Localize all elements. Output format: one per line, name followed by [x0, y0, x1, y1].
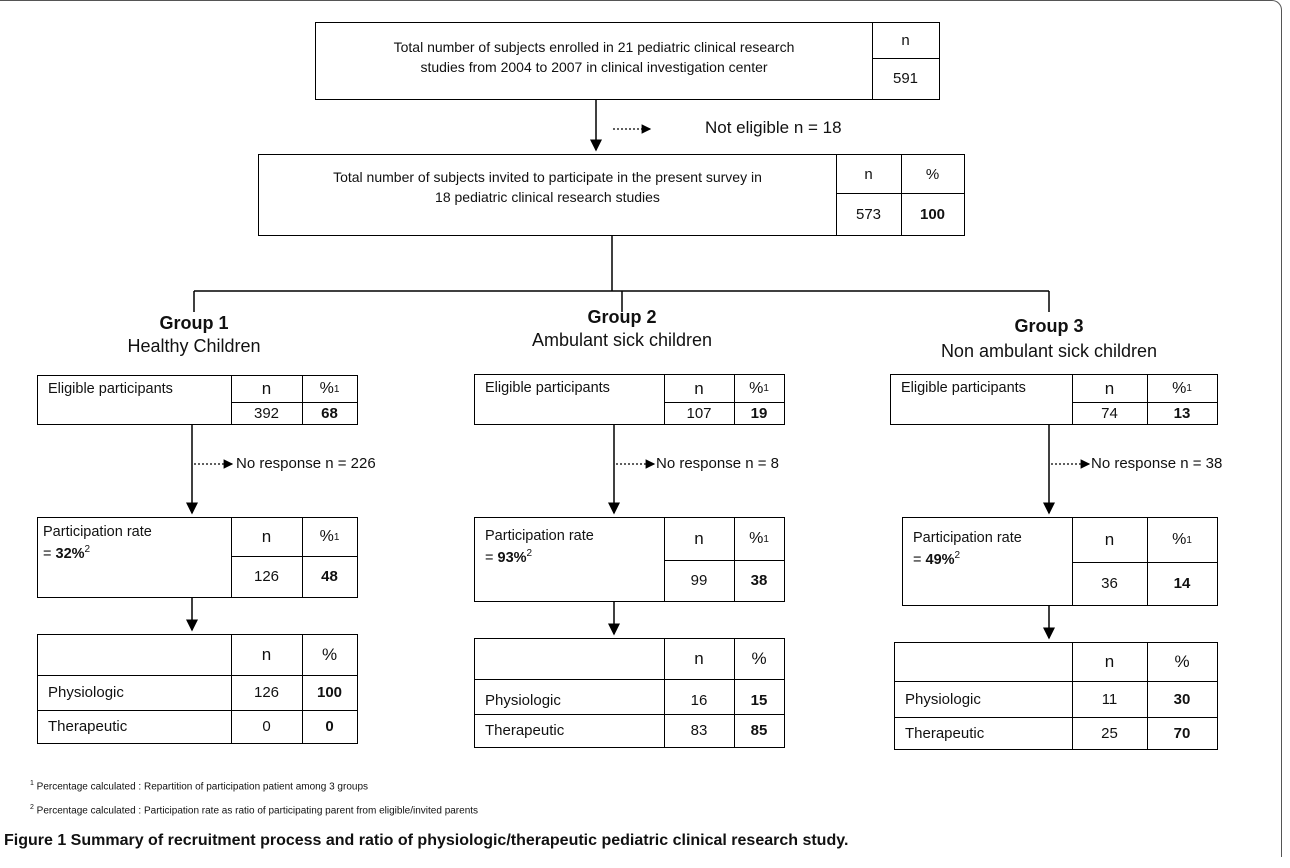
group2-eligible-pct: 19: [750, 404, 768, 422]
group1-participation-n: 126: [253, 568, 280, 585]
group3-table-n-header: n: [1104, 652, 1115, 671]
group2-eligible-pct-header: % 1: [749, 379, 769, 397]
group2-eligible-label: Eligible participants: [485, 380, 610, 396]
group2-participation-pct: 38: [750, 572, 768, 589]
group3-participation-n: 36: [1101, 575, 1118, 592]
group3-eligible-n: 74: [1101, 404, 1118, 422]
group2-therapeutic-pct: 85: [750, 722, 768, 739]
not-eligible-label: Not eligible n = 18: [705, 118, 842, 137]
group1-eligible-n: 392: [253, 404, 280, 422]
group1-participation-pct-header: % 1: [319, 528, 340, 545]
group3-table-pct-header: %: [1174, 652, 1190, 671]
group3-type-table: n % Physiologic 11 30 Therapeutic 25 70: [894, 642, 1218, 750]
group3-eligible-pct: 13: [1173, 404, 1191, 422]
group1-participation-pct: 48: [321, 568, 338, 585]
group1-eligible-pct-header: % 1: [319, 380, 340, 397]
group3-therapeutic-n: 25: [1101, 724, 1118, 742]
group1-therapeutic-n: 0: [262, 718, 271, 735]
invited-n-header: n: [864, 165, 873, 183]
group1-eligible-box: Eligible participants n % 1 392 68: [37, 375, 358, 425]
group2-eligible-n: 107: [686, 404, 712, 422]
group1-physiologic-pct: 100: [316, 684, 343, 701]
group3-physiologic-n: 11: [1101, 690, 1118, 708]
group2-subtitle: Ambulant sick children: [531, 330, 713, 350]
group1-eligible-n-header: n: [261, 379, 272, 398]
group1-table-n-header: n: [261, 645, 272, 664]
group1-eligible-pct: 68: [321, 404, 338, 422]
group2-physiologic-pct: 15: [750, 692, 768, 709]
group1-participation-label: Participation rate = 32%2: [43, 524, 152, 562]
group1-table-pct-header: %: [321, 645, 338, 664]
enrolled-text: Total number of subjects enrolled in 21 …: [393, 39, 795, 75]
invited-n-value: 573: [855, 205, 882, 223]
group3-participation-n-header: n: [1104, 530, 1115, 549]
group3-eligible-pct-header: % 1: [1172, 379, 1192, 397]
group2-participation-label: Participation rate = 93%2: [485, 528, 594, 566]
group3-title: Group 3: [1014, 316, 1084, 336]
group2-type-table: n % Physiologic 16 15 Therapeutic 83 85: [474, 638, 785, 748]
invited-pct-value: 100: [919, 205, 946, 223]
group2-participation-box: Participation rate = 93%2 n % 1 99 38: [474, 517, 785, 602]
group3-participation-pct: 14: [1173, 575, 1191, 592]
group3-physiologic-pct: 30: [1173, 690, 1191, 708]
group3-no-response: No response n = 38: [1091, 455, 1223, 472]
group1-participation-n-header: n: [261, 527, 272, 546]
group1-no-response: No response n = 226: [236, 455, 376, 472]
group3-participation-label: Participation rate = 49%2: [913, 530, 1022, 568]
figure-caption: Figure 1 Summary of recruitment process …: [4, 832, 849, 849]
group3-eligible-n-header: n: [1104, 378, 1115, 398]
footnote-2: 2 Percentage calculated : Participation …: [30, 804, 479, 817]
group3-physiologic-label: Physiologic: [905, 690, 981, 708]
invited-box: Total number of subjects invited to part…: [258, 154, 965, 236]
group1-physiologic-label: Physiologic: [48, 684, 124, 701]
group2-therapeutic-n: 83: [690, 722, 708, 739]
group3-participation-pct-header: % 1: [1172, 531, 1192, 548]
group2-therapeutic-label: Therapeutic: [485, 722, 565, 739]
group1-type-table: n % Physiologic 126 100 Therapeutic 0 0: [37, 634, 358, 744]
group2-title: Group 2: [587, 307, 657, 327]
group2-participation-n-header: n: [694, 529, 704, 548]
group3-eligible-label: Eligible participants: [901, 380, 1026, 396]
group3-eligible-box: Eligible participants n % 1 74 13: [890, 374, 1218, 425]
group1-eligible-label: Eligible participants: [48, 381, 173, 397]
group1-title: Group 1: [159, 313, 229, 333]
group2-participation-pct-header: % 1: [749, 530, 769, 547]
group1-subtitle: Healthy Children: [127, 336, 261, 356]
group3-therapeutic-label: Therapeutic: [905, 724, 985, 742]
group3-therapeutic-pct: 70: [1173, 724, 1191, 742]
group3-subtitle: Non ambulant sick children: [940, 341, 1158, 361]
enrolled-box: Total number of subjects enrolled in 21 …: [315, 22, 940, 100]
group2-physiologic-label: Physiologic: [485, 692, 561, 709]
invited-text: Total number of subjects invited to part…: [333, 169, 762, 205]
group2-physiologic-n: 16: [690, 692, 708, 709]
group2-table-pct-header: %: [751, 649, 767, 668]
group2-participation-n: 99: [690, 572, 708, 589]
group1-therapeutic-pct: 0: [325, 718, 334, 735]
group1-therapeutic-label: Therapeutic: [48, 718, 128, 735]
enrolled-n-value: 591: [892, 70, 919, 87]
group3-participation-box: Participation rate = 49%2 n % 1 36 14: [902, 517, 1218, 606]
group2-eligible-n-header: n: [694, 378, 704, 398]
group2-eligible-box: Eligible participants n % 1 107 19: [474, 374, 785, 425]
group1-participation-box: Participation rate = 32%2 n % 1 126 48: [37, 517, 358, 598]
group2-table-n-header: n: [694, 649, 704, 668]
enrolled-n-header: n: [901, 32, 910, 49]
invited-pct-header: %: [925, 165, 940, 183]
group2-no-response: No response n = 8: [656, 455, 779, 472]
footnote-1: 1 Percentage calculated : Repartition of…: [30, 780, 369, 793]
group1-physiologic-n: 126: [253, 684, 280, 701]
